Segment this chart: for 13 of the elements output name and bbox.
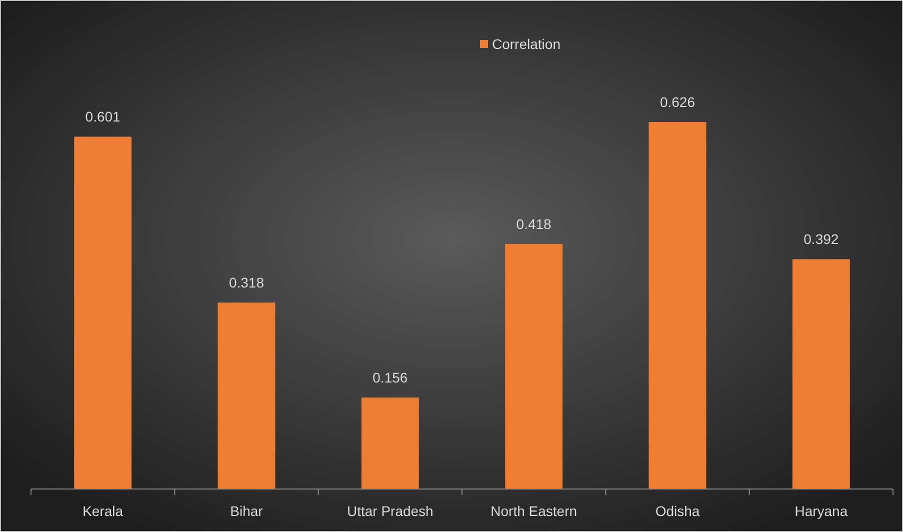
legend-label: Correlation — [492, 36, 560, 52]
x-tick-label: Uttar Pradesh — [346, 503, 434, 519]
data-label: 0.418 — [516, 216, 552, 232]
data-label: 0.156 — [372, 370, 408, 386]
data-label: 0.318 — [228, 274, 264, 291]
data-label: 0.601 — [85, 108, 121, 125]
x-tick-label: Haryana — [794, 503, 848, 519]
data-label: 0.392 — [804, 231, 839, 248]
x-tick-label: Bihar — [230, 503, 264, 519]
x-tick-label: Odisha — [655, 503, 700, 519]
x-tick-label: Kerala — [82, 503, 124, 519]
data-label: 0.626 — [660, 94, 696, 110]
x-tick-label: North Eastern — [490, 503, 578, 519]
